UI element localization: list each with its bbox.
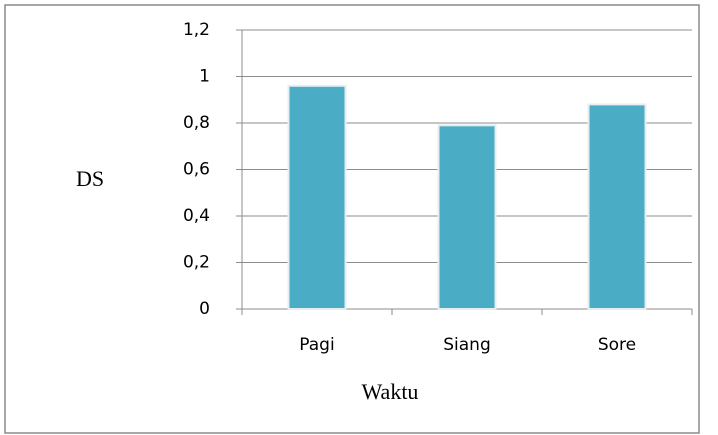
frame [4,4,700,434]
x-axis-label: Waktu [362,379,419,404]
x-tick-label: Pagi [299,335,334,355]
y-tick-label: 1,2 [183,20,210,40]
bar [287,84,347,310]
y-tick-label: 0 [199,299,210,319]
bar [587,103,647,311]
y-tick-label: 0,8 [183,113,210,133]
x-tick-label: Siang [443,335,491,355]
y-tick-label: 0,6 [183,160,210,180]
y-tick-label: 0,4 [183,206,210,226]
y-tick-label: 0,2 [183,253,210,273]
bar [437,124,497,310]
y-tick-label: 1 [199,67,210,87]
x-tick-label: Sore [598,335,636,355]
y-axis-label: DS [76,166,104,191]
